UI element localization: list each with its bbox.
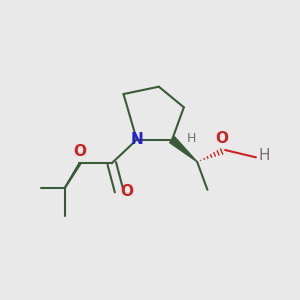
Text: O: O — [216, 131, 229, 146]
Text: H: H — [259, 148, 270, 164]
Text: H: H — [187, 132, 196, 145]
Polygon shape — [169, 137, 197, 162]
Text: N: N — [130, 132, 143, 147]
Text: O: O — [120, 184, 133, 199]
Text: O: O — [73, 144, 86, 159]
